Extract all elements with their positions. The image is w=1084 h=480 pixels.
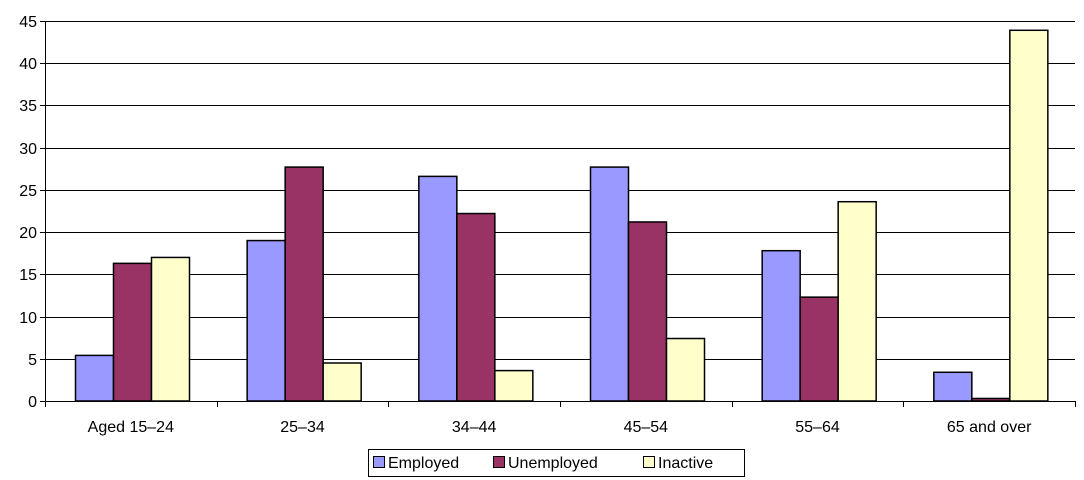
y-tick-label: 40 [19, 56, 37, 73]
y-tick-labels: 0 5 10 15 20 25 30 35 40 45 [19, 14, 37, 411]
y-tick-label: 10 [19, 310, 37, 327]
inactive-legend-swatch [643, 456, 655, 468]
bar-unemployed-5 [971, 397, 1011, 402]
unemployed-legend-label: Unemployed [508, 455, 598, 472]
y-tick-label: 0 [28, 394, 37, 411]
bar-employed-2 [418, 175, 458, 402]
legend: Employed Unemployed Inactive [368, 449, 745, 477]
axes [40, 21, 1076, 407]
bar-employed-1 [246, 239, 286, 402]
bar-employed-3 [589, 166, 630, 402]
x-tick-label: 45–54 [624, 419, 669, 436]
y-tick-label: 5 [28, 352, 37, 369]
employed-legend-swatch [373, 456, 385, 468]
x-tick-label: 25–34 [280, 419, 325, 436]
bar-employed-5 [933, 371, 973, 402]
bar-unemployed-4 [799, 296, 839, 402]
y-tick-label: 30 [19, 141, 37, 158]
bar-employed-0 [74, 354, 115, 402]
bar-inactive-5 [1009, 29, 1049, 402]
legend-box [368, 449, 745, 477]
x-tick-label: 65 and over [947, 419, 1032, 436]
bar-inactive-2 [494, 369, 534, 402]
y-tick-label: 20 [19, 225, 37, 242]
x-tick-label: 34–44 [452, 419, 497, 436]
y-tick-label: 45 [19, 14, 37, 31]
y-tick-label: 25 [19, 183, 37, 200]
gridlines [45, 21, 1075, 360]
bar-unemployed-1 [284, 166, 324, 402]
x-tick-label: 55–64 [795, 419, 840, 436]
bar-inactive-1 [322, 362, 362, 402]
bar-inactive-0 [150, 256, 191, 402]
y-tick-label: 15 [19, 267, 37, 284]
bar-unemployed-0 [112, 262, 153, 402]
employed-legend-label: Employed [388, 455, 459, 472]
bar-inactive-3 [665, 337, 706, 402]
bar-employed-4 [761, 249, 801, 402]
unemployed-legend-swatch [493, 456, 505, 468]
bar-unemployed-3 [627, 221, 668, 402]
x-tick-label: Aged 15–24 [88, 419, 174, 436]
x-tick-labels: Aged 15–24 25–34 34–44 45–54 55–64 65 and ove… [88, 419, 1032, 436]
inactive-legend-label: Inactive [658, 455, 713, 472]
bars [74, 29, 1049, 402]
y-tick-label: 35 [19, 98, 37, 115]
bar-inactive-4 [837, 200, 877, 402]
bar-unemployed-2 [456, 212, 496, 402]
